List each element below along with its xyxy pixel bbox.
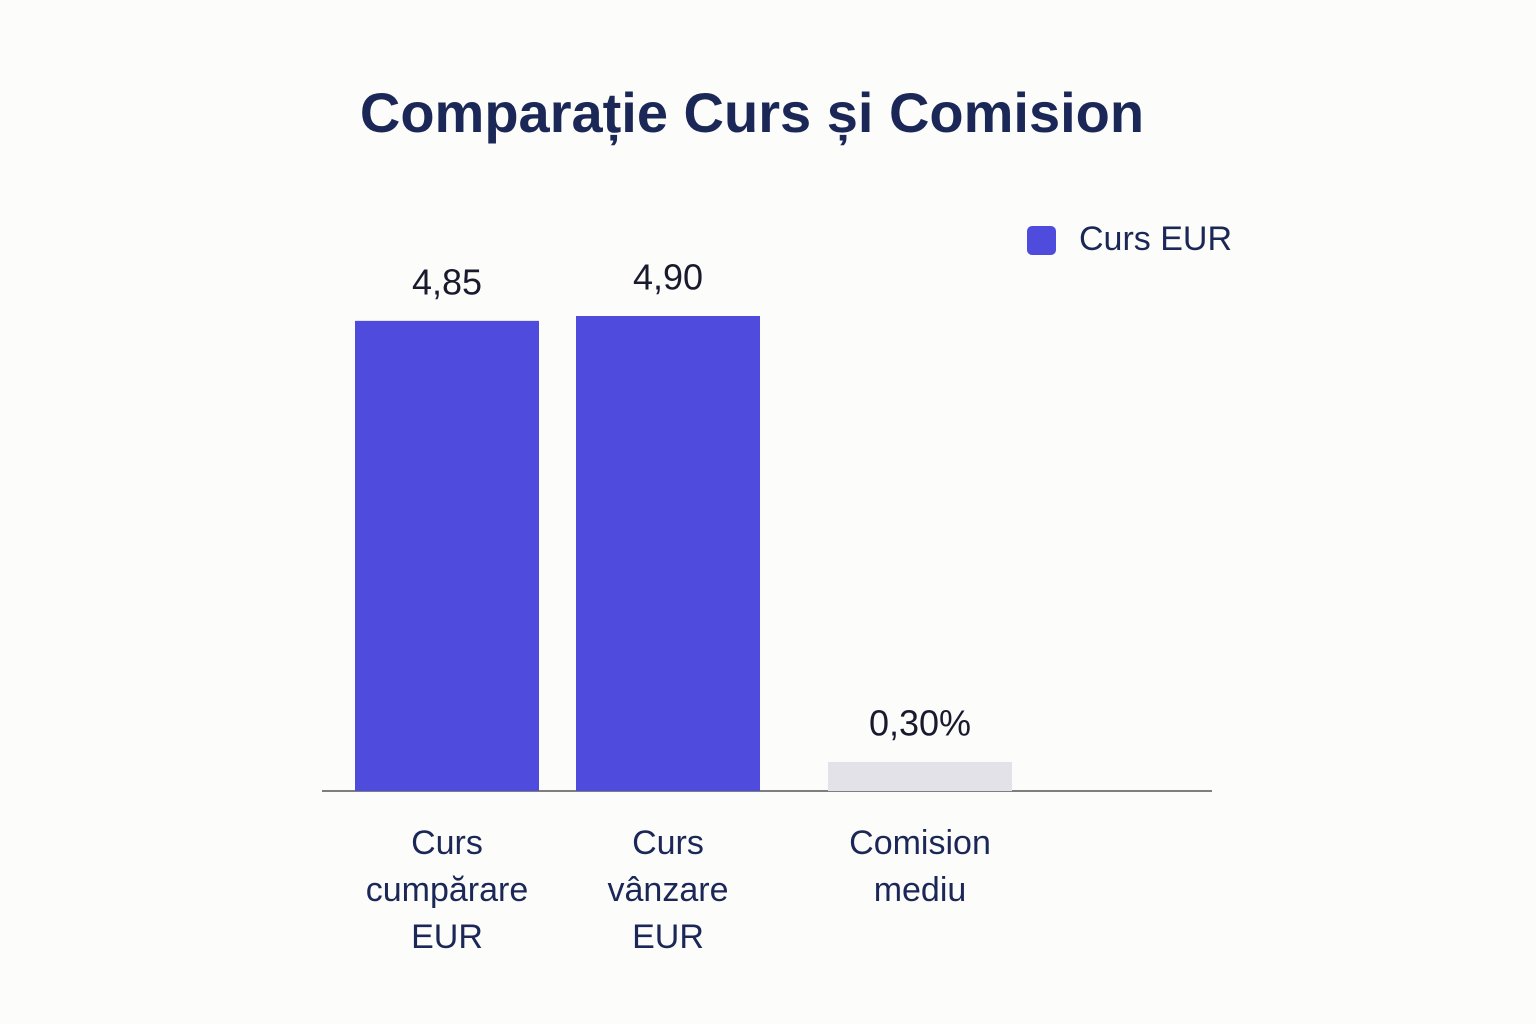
x-tick-label: Curs cumpărare EUR	[365, 824, 529, 956]
x-tick-label: Comision mediu	[849, 824, 991, 909]
legend-swatch	[1027, 226, 1056, 255]
value-label: 0,30%	[869, 702, 971, 743]
bar	[828, 761, 1012, 791]
value-label: 4,90	[633, 257, 703, 298]
bar	[355, 320, 539, 791]
legend-label: Curs EUR	[1079, 220, 1232, 258]
bar	[576, 316, 760, 791]
x-tick-label: Curs vânzare EUR	[607, 824, 729, 956]
value-label: 4,85	[412, 261, 482, 302]
chart-title: Comparație Curs și Comision	[360, 81, 1144, 145]
